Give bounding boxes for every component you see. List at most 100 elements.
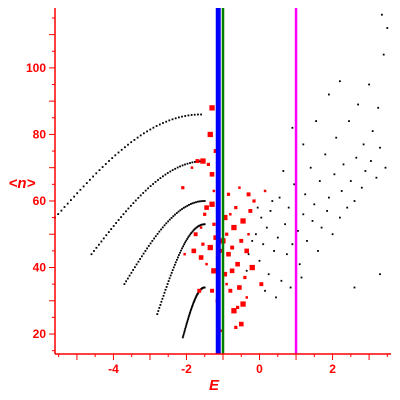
curve-point	[187, 316, 190, 319]
curve-point	[195, 295, 198, 298]
curve-point	[125, 210, 127, 213]
y-tick-label: 60	[33, 194, 47, 208]
curve-point	[168, 218, 171, 221]
red-point	[206, 162, 210, 166]
curve-point	[171, 169, 174, 171]
chart-marks	[54, 13, 389, 339]
curve-point	[144, 250, 147, 252]
curve-point	[146, 247, 148, 250]
curve-point	[195, 226, 198, 229]
curve-point	[185, 239, 188, 242]
red-point	[237, 285, 242, 290]
curve-point	[156, 313, 159, 315]
curve-point	[186, 204, 189, 207]
curve-point	[189, 203, 192, 205]
y-tick-label: 40	[33, 261, 47, 275]
red-point	[249, 264, 255, 271]
curve-point	[92, 175, 94, 178]
curve-point	[136, 136, 139, 139]
curve-point	[182, 333, 185, 335]
black-point	[291, 126, 294, 129]
curve-point	[187, 318, 189, 320]
black-point	[379, 146, 381, 149]
black-point	[264, 289, 266, 292]
x-axis-title: E	[209, 377, 220, 394]
red-point	[219, 248, 224, 253]
curve-point	[154, 235, 157, 238]
curve-point	[167, 280, 170, 282]
curve-point	[196, 200, 199, 203]
curve-point	[196, 225, 199, 228]
curve-point	[158, 307, 161, 309]
curve-point	[192, 302, 195, 305]
black-point	[302, 213, 305, 216]
black-point	[335, 136, 338, 139]
curve-point	[197, 113, 199, 116]
curve-point	[189, 310, 192, 313]
black-point	[297, 230, 299, 232]
curve-point	[128, 274, 131, 277]
black-point	[360, 186, 363, 189]
curve-point	[182, 334, 185, 337]
black-point	[348, 120, 350, 122]
black-point	[289, 286, 292, 289]
curve-point	[181, 164, 184, 167]
curve-point	[158, 123, 161, 126]
curve-point	[184, 163, 186, 166]
red-point	[252, 199, 256, 203]
curve-point	[105, 234, 108, 237]
curve-point	[191, 306, 193, 309]
black-point	[353, 200, 356, 202]
red-point	[231, 308, 237, 314]
curve-point	[199, 224, 202, 226]
curve-point	[203, 223, 206, 226]
curve-point	[120, 216, 122, 218]
curve-point	[135, 263, 138, 266]
curve-point	[73, 195, 75, 198]
curve-point	[95, 246, 98, 249]
curve-point	[163, 224, 166, 227]
curve-point	[165, 222, 168, 225]
black-point	[275, 296, 277, 299]
curve-point	[171, 118, 174, 121]
red-point	[263, 189, 267, 193]
black-point	[298, 263, 301, 266]
black-point	[311, 220, 314, 222]
curve-point	[130, 271, 133, 274]
curve-point	[132, 202, 135, 204]
black-point	[377, 106, 380, 109]
black-point	[381, 13, 383, 16]
y-tick-label: 80	[33, 127, 47, 141]
curve-point	[108, 160, 110, 162]
black-point	[286, 253, 288, 256]
black-point	[371, 130, 374, 132]
curve-point	[179, 209, 182, 212]
curve-point	[171, 269, 174, 271]
curve-point	[85, 182, 88, 184]
x-tick-label: -2	[181, 362, 192, 376]
black-point	[260, 216, 263, 219]
curve-point	[172, 215, 175, 218]
curve-point	[162, 294, 165, 297]
curve-point	[112, 225, 115, 227]
black-point	[342, 163, 345, 166]
x-tick-label: 0	[256, 362, 263, 376]
curve-point	[153, 237, 155, 240]
black-point	[353, 286, 356, 289]
black-point	[340, 190, 343, 192]
black-point	[300, 276, 303, 279]
curve-point	[175, 212, 178, 214]
curve-point	[181, 208, 183, 210]
curve-point	[66, 202, 69, 205]
curve-point	[202, 223, 205, 226]
red-point	[239, 238, 244, 243]
curve-point	[158, 230, 161, 233]
curve-point	[176, 258, 178, 261]
red-point	[225, 232, 229, 236]
red-point	[248, 209, 253, 213]
black-point	[339, 216, 341, 219]
red-point	[204, 205, 209, 210]
curve-point	[168, 119, 171, 122]
curve-point	[117, 219, 120, 221]
curve-point	[194, 296, 197, 299]
